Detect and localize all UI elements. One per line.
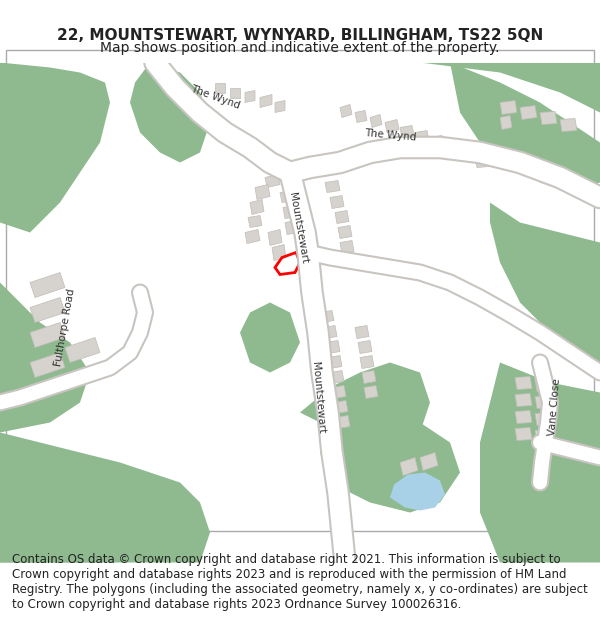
Polygon shape bbox=[283, 206, 297, 219]
Polygon shape bbox=[362, 371, 376, 384]
Polygon shape bbox=[0, 432, 210, 562]
Polygon shape bbox=[265, 174, 280, 188]
Polygon shape bbox=[340, 241, 354, 254]
Polygon shape bbox=[275, 101, 285, 112]
Polygon shape bbox=[370, 62, 600, 112]
Polygon shape bbox=[328, 356, 342, 369]
Polygon shape bbox=[260, 94, 272, 108]
Polygon shape bbox=[490, 202, 600, 362]
Polygon shape bbox=[400, 126, 414, 138]
Polygon shape bbox=[300, 362, 430, 442]
Polygon shape bbox=[400, 458, 418, 476]
Text: Contains OS data © Crown copyright and database right 2021. This information is : Contains OS data © Crown copyright and d… bbox=[12, 553, 588, 611]
Polygon shape bbox=[30, 298, 65, 322]
Polygon shape bbox=[130, 62, 210, 162]
Polygon shape bbox=[320, 412, 460, 512]
Polygon shape bbox=[360, 356, 374, 369]
Text: Map shows position and indicative extent of the property.: Map shows position and indicative extent… bbox=[100, 41, 500, 54]
Polygon shape bbox=[540, 111, 557, 124]
Polygon shape bbox=[248, 216, 262, 227]
Polygon shape bbox=[342, 256, 356, 269]
Polygon shape bbox=[338, 226, 352, 239]
Polygon shape bbox=[358, 341, 372, 354]
Polygon shape bbox=[535, 379, 552, 391]
Polygon shape bbox=[332, 386, 346, 399]
Polygon shape bbox=[0, 62, 110, 232]
Polygon shape bbox=[215, 82, 225, 92]
Polygon shape bbox=[480, 362, 600, 562]
Text: Vane Close: Vane Close bbox=[548, 378, 562, 437]
Polygon shape bbox=[326, 341, 340, 354]
Polygon shape bbox=[445, 141, 459, 152]
Polygon shape bbox=[415, 131, 429, 142]
Polygon shape bbox=[500, 116, 512, 129]
Polygon shape bbox=[65, 338, 100, 362]
Polygon shape bbox=[336, 416, 350, 429]
Polygon shape bbox=[515, 394, 532, 406]
Polygon shape bbox=[335, 211, 349, 224]
Text: The Wynd: The Wynd bbox=[364, 128, 416, 142]
Polygon shape bbox=[475, 156, 489, 168]
Polygon shape bbox=[330, 371, 344, 384]
Polygon shape bbox=[230, 88, 240, 98]
Text: Fulthorpe Road: Fulthorpe Road bbox=[53, 288, 77, 367]
Polygon shape bbox=[250, 199, 264, 214]
Polygon shape bbox=[450, 62, 600, 192]
Text: 22, MOUNTSTEWART, WYNYARD, BILLINGHAM, TS22 5QN: 22, MOUNTSTEWART, WYNYARD, BILLINGHAM, T… bbox=[57, 28, 543, 43]
Text: The Wynd: The Wynd bbox=[189, 84, 241, 111]
Polygon shape bbox=[323, 326, 337, 339]
Text: Mountstewart: Mountstewart bbox=[310, 361, 326, 434]
Polygon shape bbox=[240, 302, 300, 372]
Text: Mountstewart: Mountstewart bbox=[287, 191, 309, 264]
Polygon shape bbox=[430, 136, 444, 148]
Polygon shape bbox=[535, 396, 552, 409]
Polygon shape bbox=[560, 119, 577, 131]
Polygon shape bbox=[535, 412, 552, 426]
Polygon shape bbox=[520, 106, 537, 119]
Polygon shape bbox=[390, 472, 445, 511]
Polygon shape bbox=[0, 482, 120, 562]
Polygon shape bbox=[535, 429, 552, 442]
Polygon shape bbox=[255, 184, 270, 199]
Polygon shape bbox=[280, 191, 294, 202]
Polygon shape bbox=[334, 401, 348, 414]
Polygon shape bbox=[420, 452, 438, 471]
Polygon shape bbox=[515, 428, 532, 441]
Polygon shape bbox=[460, 149, 474, 159]
Polygon shape bbox=[385, 119, 399, 132]
Polygon shape bbox=[0, 282, 90, 432]
Polygon shape bbox=[330, 196, 344, 209]
Polygon shape bbox=[364, 386, 378, 399]
Polygon shape bbox=[30, 352, 65, 377]
Polygon shape bbox=[30, 272, 65, 298]
Polygon shape bbox=[355, 111, 367, 123]
Polygon shape bbox=[500, 101, 517, 114]
Polygon shape bbox=[272, 244, 286, 261]
Polygon shape bbox=[355, 326, 369, 339]
Polygon shape bbox=[245, 91, 255, 103]
Polygon shape bbox=[515, 411, 532, 424]
Polygon shape bbox=[320, 311, 334, 322]
Polygon shape bbox=[325, 181, 340, 192]
Polygon shape bbox=[285, 221, 299, 234]
Polygon shape bbox=[245, 229, 260, 244]
Polygon shape bbox=[515, 376, 532, 389]
Polygon shape bbox=[268, 229, 282, 246]
Polygon shape bbox=[30, 322, 65, 348]
Polygon shape bbox=[370, 114, 382, 128]
Polygon shape bbox=[340, 104, 352, 118]
